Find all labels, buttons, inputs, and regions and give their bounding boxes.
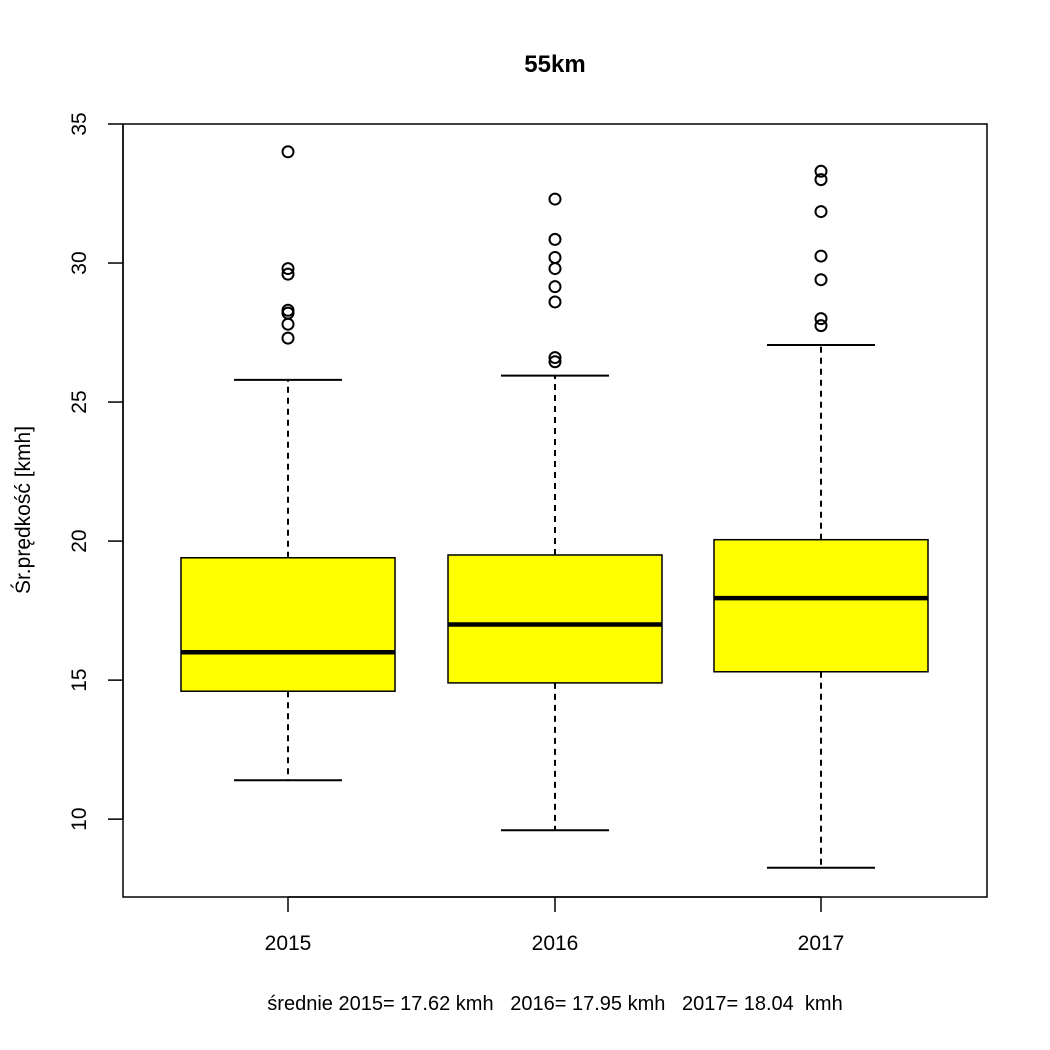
outlier-point (548, 250, 562, 264)
x-tick-label: 2016 (532, 932, 579, 955)
box-group (180, 145, 929, 869)
y-tick-label: 30 (68, 251, 91, 274)
iqr-box (447, 554, 663, 684)
outlier-point (548, 232, 562, 246)
outlier-point (814, 273, 828, 287)
outlier-point (281, 317, 295, 331)
iqr-box (713, 538, 929, 673)
outlier-point (814, 312, 828, 326)
box-2017 (713, 164, 929, 869)
outlier-point (548, 351, 562, 365)
y-tick-label: 25 (68, 390, 91, 413)
outlier-point (548, 355, 562, 369)
y-tick-label: 20 (68, 529, 91, 552)
y-tick-label: 10 (68, 807, 91, 830)
box-2015 (180, 145, 396, 782)
outlier-point (281, 267, 295, 281)
box-2016 (447, 192, 663, 832)
outlier-point (281, 331, 295, 345)
outlier-point (281, 262, 295, 276)
outlier-point (814, 173, 828, 187)
outlier-point (814, 249, 828, 263)
y-tick-label: 15 (68, 668, 91, 691)
outlier-point (814, 205, 828, 219)
outlier-point (814, 164, 828, 178)
outlier-point (548, 262, 562, 276)
means-footnote: średnie 2015= 17.62 kmh 2016= 17.95 kmh … (267, 993, 842, 1015)
x-axis: 2015 2016 2017 (265, 896, 845, 955)
chart-title: 55km (524, 51, 585, 78)
outlier-point (814, 319, 828, 333)
y-tick-label: 35 (68, 112, 91, 135)
y-axis: 10 15 20 25 30 35 (68, 112, 124, 831)
iqr-box (180, 557, 396, 692)
outlier-point (281, 145, 295, 159)
outlier-point (548, 280, 562, 294)
x-tick-label: 2017 (798, 932, 845, 955)
y-axis-label: Śr.prędkość [kmh] (11, 426, 35, 594)
outlier-point (548, 192, 562, 206)
outlier-point (548, 295, 562, 309)
x-tick-label: 2015 (265, 932, 312, 955)
